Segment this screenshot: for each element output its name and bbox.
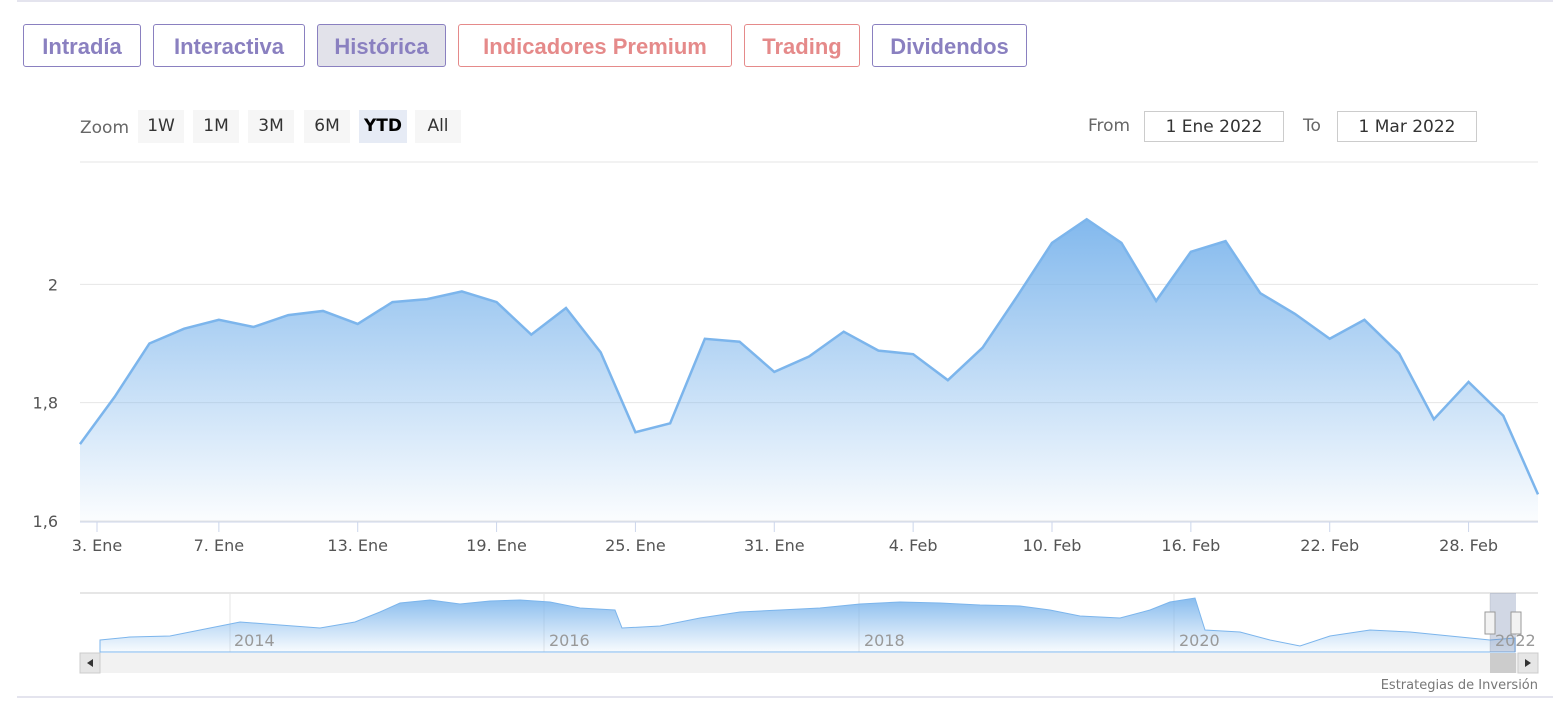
navigator-label: 2022 — [1495, 631, 1536, 650]
zoom-label: Zoom — [80, 118, 130, 138]
x-tick-label: 10. Feb — [1023, 536, 1082, 555]
arrow — [87, 659, 93, 667]
tab[interactable]: Interactiva — [153, 24, 305, 67]
navigator-handle[interactable] — [1510, 611, 1522, 635]
x-tick-label: 16. Feb — [1161, 536, 1220, 555]
zoom-button[interactable]: All — [415, 110, 461, 143]
x-tick-label: 7. Ene — [194, 536, 244, 555]
navigator-series — [99, 597, 1516, 653]
navigator-handle[interactable] — [1484, 611, 1496, 635]
to-label: To — [1303, 116, 1321, 136]
zoom-button[interactable]: 3M — [248, 110, 294, 143]
to-input[interactable]: 1 Mar 2022 — [1337, 111, 1477, 142]
navigator-label: 2020 — [1179, 631, 1220, 650]
y-tick-label: 1,6 — [33, 512, 58, 531]
tab[interactable]: Trading — [744, 24, 860, 67]
x-tick-label: 25. Ene — [605, 536, 666, 555]
area-fill — [80, 219, 1538, 521]
y-tick-label: 2 — [48, 275, 58, 294]
arrow — [1525, 659, 1531, 667]
from-input[interactable]: 1 Ene 2022 — [1144, 111, 1284, 142]
x-tick-label: 31. Ene — [744, 536, 805, 555]
credit: Estrategias de Inversión — [1381, 678, 1538, 693]
zoom-button[interactable]: 6M — [304, 110, 350, 143]
zoom-button[interactable]: YTD — [359, 110, 407, 143]
x-tick-label: 3. Ene — [72, 536, 122, 555]
zoom-button[interactable]: 1M — [193, 110, 239, 143]
tab[interactable]: Dividendos — [872, 24, 1027, 67]
tab[interactable]: Intradía — [23, 24, 141, 67]
x-tick-label: 19. Ene — [466, 536, 527, 555]
scrollbar[interactable] — [80, 653, 1538, 673]
tab[interactable]: Indicadores Premium — [458, 24, 732, 67]
navigator-label: 2016 — [549, 631, 590, 650]
series-line — [78, 217, 1540, 495]
navigator-label: 2014 — [234, 631, 275, 650]
x-tick-label: 13. Ene — [327, 536, 388, 555]
zoom-button[interactable]: 1W — [138, 110, 184, 143]
x-tick-label: 22. Feb — [1300, 536, 1359, 555]
from-label: From — [1088, 116, 1131, 136]
tab[interactable]: Histórica — [317, 24, 446, 67]
scroll-thumb[interactable] — [1490, 653, 1516, 673]
x-tick-label: 4. Feb — [889, 536, 938, 555]
navigator-label: 2018 — [864, 631, 905, 650]
y-tick-label: 1,8 — [33, 394, 58, 413]
x-tick-label: 28. Feb — [1439, 536, 1498, 555]
